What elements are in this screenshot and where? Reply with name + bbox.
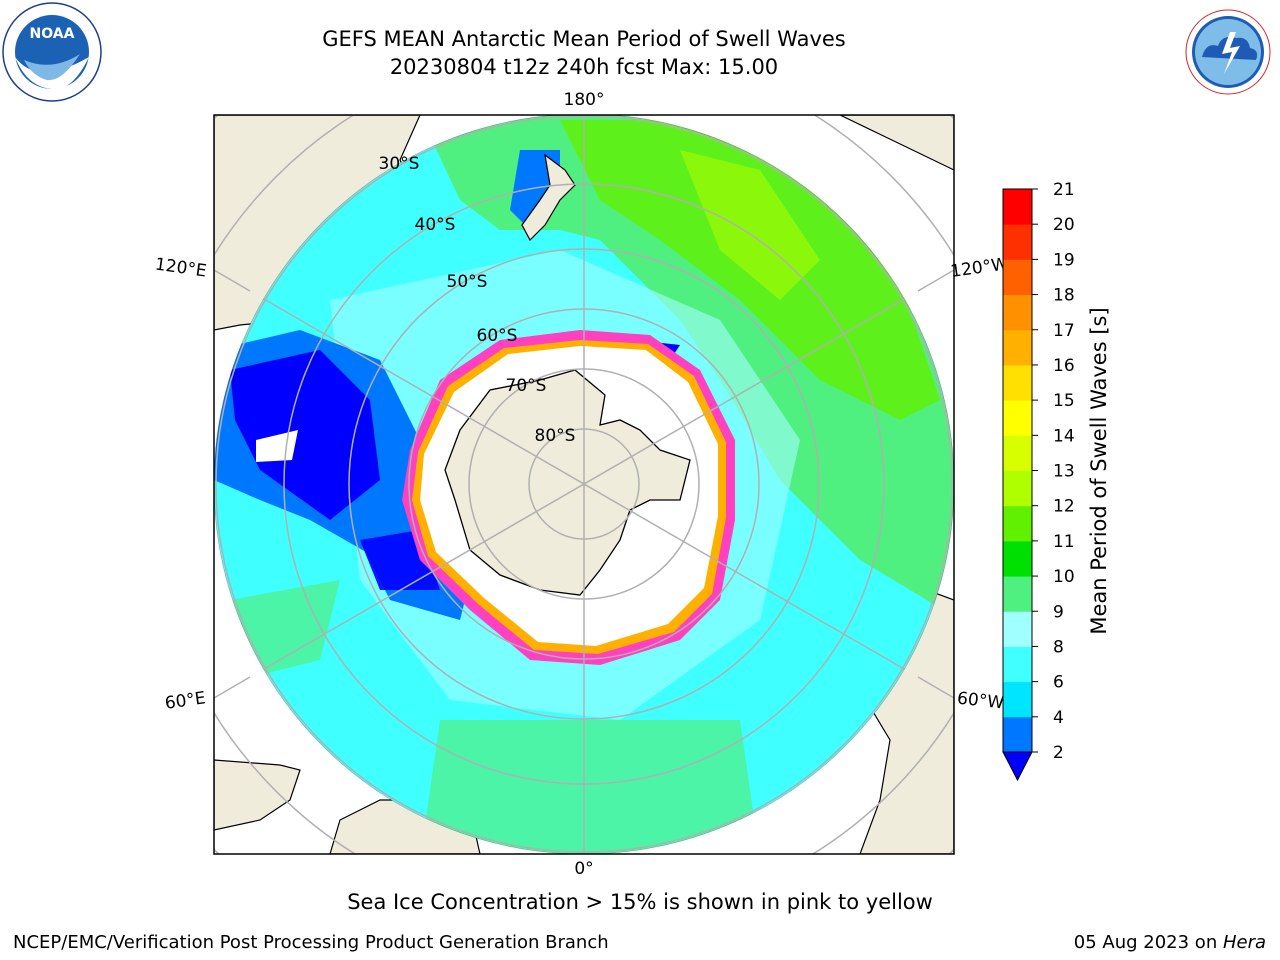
colorbar-tick-label: 17 bbox=[1053, 321, 1075, 341]
colorbar-tick-label: 14 bbox=[1053, 426, 1075, 446]
lon-label-60e: 60°E bbox=[164, 688, 207, 713]
colorbar-tick-label: 8 bbox=[1053, 637, 1064, 657]
colorbar-tick-label: 15 bbox=[1053, 391, 1075, 411]
lat-label-50s: 50°S bbox=[447, 272, 488, 292]
colorbar: 2 4 6 8 9 10 11 12 13 14 15 16 17 18 19 20 21 bbox=[1002, 180, 1075, 782]
noaa-logo: NOAA bbox=[2, 2, 102, 102]
lon-label-120e: 120°E bbox=[154, 255, 208, 282]
colorbar-tick-label: 2 bbox=[1053, 743, 1064, 763]
lat-label-60s: 60°S bbox=[477, 326, 518, 346]
colorbar-bin bbox=[1003, 611, 1032, 647]
colorbar-bin bbox=[1003, 294, 1032, 331]
lon-label-0: 0° bbox=[574, 859, 593, 879]
colorbar-tick-label: 4 bbox=[1053, 708, 1064, 728]
colorbar-tick-label: 6 bbox=[1053, 673, 1064, 693]
colorbar-bin bbox=[1003, 329, 1032, 366]
colorbar-tick-label: 18 bbox=[1053, 286, 1075, 306]
colorbar-bin bbox=[1003, 259, 1032, 296]
colorbar-bin bbox=[1003, 646, 1032, 683]
new-zealand-land bbox=[521, 153, 576, 241]
colorbar-tick-label: 13 bbox=[1053, 462, 1075, 482]
map-title: GEFS MEAN Antarctic Mean Period of Swell… bbox=[322, 27, 846, 51]
sea-ice-caption: Sea Ice Concentration > 15% is shown in … bbox=[347, 890, 933, 914]
lon-label-120w: 120°W bbox=[949, 254, 1009, 282]
colorbar-bin bbox=[1003, 681, 1032, 718]
colorbar-tick-label: 19 bbox=[1053, 250, 1075, 270]
colorbar-tick-label: 16 bbox=[1053, 356, 1075, 376]
footer-date: 05 Aug 2023 on Hera bbox=[1074, 932, 1266, 953]
colorbar-bin bbox=[1003, 470, 1032, 507]
lat-label-80s: 80°S bbox=[535, 426, 576, 446]
colorbar-bin bbox=[1003, 435, 1032, 471]
footer-host: Hera bbox=[1222, 932, 1266, 953]
lat-label-40s: 40°S bbox=[415, 215, 456, 235]
noaa-logo-text: NOAA bbox=[30, 26, 75, 42]
colorbar-bin bbox=[1003, 576, 1032, 612]
colorbar-tick-label: 10 bbox=[1053, 567, 1075, 587]
colorbar-bin bbox=[1003, 540, 1032, 577]
lat-label-70s: 70°S bbox=[506, 376, 547, 396]
colorbar-bin bbox=[1003, 224, 1032, 260]
colorbar-bin bbox=[1003, 364, 1032, 401]
colorbar-bin bbox=[1003, 505, 1032, 542]
footer-branch: NCEP/EMC/Verification Post Processing Pr… bbox=[13, 932, 609, 953]
colorbar-tick-label: 9 bbox=[1053, 602, 1064, 622]
lon-label-60w: 60°W bbox=[956, 689, 1005, 714]
colorbar-tick-label: 20 bbox=[1053, 215, 1075, 235]
colorbar-bin bbox=[1003, 189, 1032, 225]
antarctica-land bbox=[444, 369, 691, 596]
colorbar-bin bbox=[1003, 716, 1032, 753]
nws-logo bbox=[1179, 3, 1277, 101]
graticule bbox=[215, 115, 953, 854]
colorbar-tick-label: 11 bbox=[1053, 532, 1075, 552]
colorbar-bin bbox=[1003, 400, 1032, 436]
colorbar-tick-label: 12 bbox=[1053, 497, 1075, 517]
colorbar-label: Mean Period of Swell Waves [s] bbox=[1087, 307, 1111, 634]
lon-label-180: 180° bbox=[564, 90, 605, 110]
map-frame bbox=[213, 114, 955, 855]
footer-date-text: 05 Aug 2023 on bbox=[1073, 932, 1223, 953]
colorbar-under-arrow bbox=[1002, 751, 1033, 782]
lat-label-30s: 30°S bbox=[379, 154, 420, 174]
colorbar-tick-label: 21 bbox=[1053, 180, 1075, 200]
map-subtitle: 20230804 t12z 240h fcst Max: 15.00 bbox=[389, 55, 779, 79]
